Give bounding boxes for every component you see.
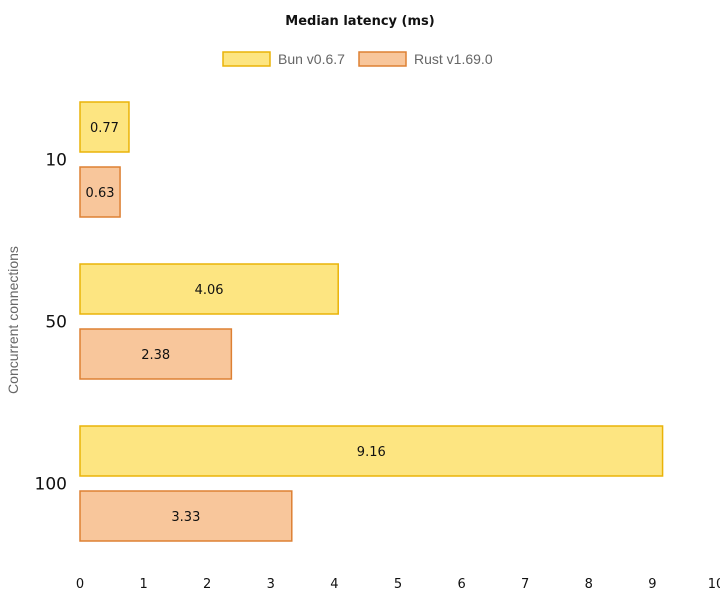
bar-label-rust-50: 2.38 [141, 348, 170, 363]
bar-rust-10 [79, 166, 121, 218]
bar-rust-100 [79, 490, 293, 542]
bars [79, 101, 664, 542]
x-tick-6: 6 [457, 577, 465, 592]
bar-label-rust-100: 3.33 [171, 510, 200, 525]
category-label-100: 100 [35, 475, 67, 495]
x-tick-8: 8 [585, 577, 593, 592]
category-label-50: 50 [45, 313, 67, 333]
x-tick-5: 5 [394, 577, 402, 592]
legend-swatch-2 [358, 51, 407, 67]
bar-label-rust-10: 0.63 [86, 186, 115, 201]
bar-label-bun-50: 4.06 [195, 283, 224, 298]
x-tick-10: 10 [708, 577, 720, 592]
chart-title: Median latency (ms) [285, 14, 434, 29]
x-tick-0: 0 [76, 577, 84, 592]
y-axis-label: Concurrent connections [5, 246, 21, 394]
x-tick-2: 2 [203, 577, 211, 592]
category-labels: 10 50 100 [35, 151, 67, 495]
bar-label-bun-10: 0.77 [90, 121, 119, 136]
legend: Bun v0.6.7 Rust v1.69.0 [222, 51, 493, 67]
legend-label-1: Bun v0.6.7 [278, 51, 345, 67]
bar-bun-10 [79, 101, 130, 153]
bar-label-bun-100: 9.16 [357, 445, 386, 460]
legend-swatch-1 [222, 51, 271, 67]
x-tick-7: 7 [521, 577, 529, 592]
legend-label-2: Rust v1.69.0 [414, 51, 493, 67]
bar-bun-50 [79, 263, 339, 315]
category-label-10: 10 [45, 151, 67, 171]
x-tick-1: 1 [139, 577, 147, 592]
bar-bun-100 [79, 425, 664, 477]
x-tick-4: 4 [330, 577, 338, 592]
x-tick-9: 9 [648, 577, 656, 592]
x-tick-3: 3 [267, 577, 275, 592]
bar-rust-50 [79, 328, 233, 380]
x-axis-ticks: 0 1 2 3 4 5 6 7 8 9 10 [76, 577, 720, 592]
bar-labels: 0.77 0.63 4.06 2.38 9.16 3.33 [86, 121, 386, 525]
